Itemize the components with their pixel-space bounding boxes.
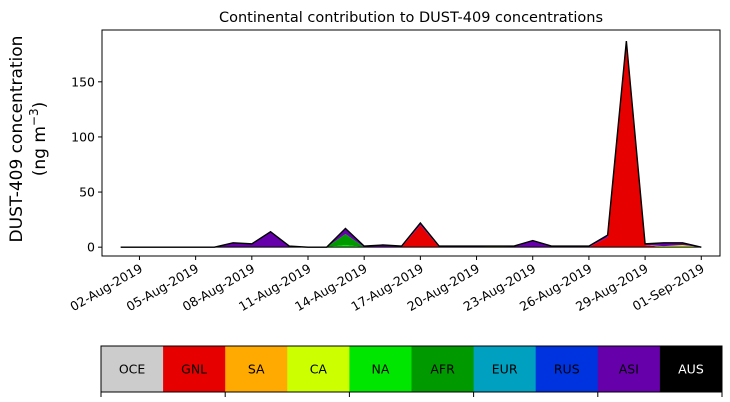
legend-label: RUS: [554, 362, 580, 377]
area-series: [120, 40, 702, 248]
legend-frame: [100, 345, 723, 393]
chart-title: Continental contribution to DUST-409 con…: [219, 10, 603, 26]
y-axis-label-close: ): [30, 102, 50, 109]
y-axis-ticks: 0 50 100 150: [71, 74, 102, 255]
y-tick-label: 100: [71, 129, 95, 144]
total-outline: [120, 40, 702, 248]
y-tick-label: 50: [79, 185, 95, 200]
y-tick-label: 0: [87, 240, 95, 255]
y-axis-label: DUST-409 concentration (ng m−3): [7, 36, 50, 243]
legend-swatch-gnl: [163, 346, 226, 392]
plot-frame: [101, 29, 721, 257]
legend-label: ASI: [619, 362, 639, 377]
legend-label: SA: [248, 362, 265, 377]
legend-swatch-aus: [659, 346, 723, 392]
legend-label: CA: [310, 362, 328, 377]
area-gnl: [120, 44, 702, 248]
y-axis-label-unit: (ng m: [30, 126, 50, 176]
legend-swatch-sa: [225, 346, 288, 392]
color-legend: OCE GNL SA CA NA AFR EUR RUS ASI AUS: [100, 345, 723, 397]
y-axis-label-line1: DUST-409 concentration: [7, 36, 27, 243]
legend-swatch-asi: [597, 346, 661, 392]
legend-swatch-eur: [473, 346, 537, 392]
y-axis-label-line2: (ng m−3): [27, 102, 50, 177]
y-tick-label: 150: [71, 74, 95, 89]
legend-label: GNL: [181, 362, 207, 377]
legend-label: OCE: [119, 362, 146, 377]
legend-label: AFR: [430, 362, 455, 377]
legend-swatch-na: [349, 346, 412, 392]
legend-label: EUR: [492, 362, 518, 377]
y-axis-label-sup: −3: [27, 108, 41, 126]
legend-swatch-rus: [535, 346, 599, 392]
x-axis-ticks: 02-Aug-201905-Aug-201908-Aug-201911-Aug-…: [67, 256, 707, 314]
legend-label: AUS: [678, 362, 704, 377]
legend-label: NA: [371, 362, 389, 377]
legend-swatch-ca: [287, 346, 350, 392]
legend-swatch-oce: [101, 346, 164, 392]
legend-swatch-afr: [411, 346, 475, 392]
